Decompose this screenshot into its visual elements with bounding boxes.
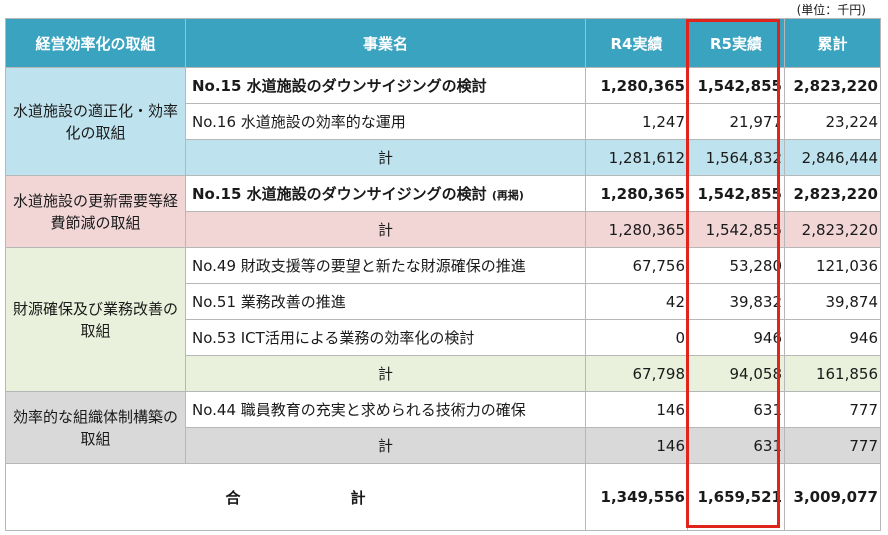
category-cell: 水道施設の適正化・効率化の取組 <box>5 67 186 176</box>
grand-total-r5: 1,659,521 <box>687 463 785 531</box>
r4-cell: 146 <box>585 391 688 428</box>
subtotal-r4: 67,798 <box>585 355 688 392</box>
subtotal-label: 計 <box>185 139 586 176</box>
r5-cell: 1,542,855 <box>687 175 785 212</box>
cumulative-cell: 121,036 <box>784 247 881 284</box>
grand-total-cumulative: 3,009,077 <box>784 463 881 531</box>
r5-cell: 1,542,855 <box>687 67 785 104</box>
project-cell: No.49 財政支援等の要望と新たな財源確保の推進 <box>185 247 586 284</box>
subtotal-cumulative: 2,823,220 <box>784 211 881 248</box>
subtotal-row: 計 146 631 777 <box>6 427 881 464</box>
grand-total-label-left: 合 <box>225 488 241 507</box>
project-cell: No.44 職員教育の充実と求められる技術力の確保 <box>185 391 586 428</box>
grand-total-label-right: 計 <box>350 488 366 507</box>
project-cell: No.53 ICT活用による業務の効率化の検討 <box>185 319 586 356</box>
subtotal-cumulative: 777 <box>784 427 881 464</box>
r4-cell: 1,280,365 <box>585 175 688 212</box>
r4-cell: 0 <box>585 319 688 356</box>
efficiency-table: 経営効率化の取組 事業名 R4実績 R5実績 累計 水道施設の適正化・効率化の取… <box>5 18 881 531</box>
category-cell: 効率的な組織体制構築の取組 <box>5 391 186 464</box>
subtotal-r5: 94,058 <box>687 355 785 392</box>
subtotal-r4: 146 <box>585 427 688 464</box>
table-row: 効率的な組織体制構築の取組 No.44 職員教育の充実と求められる技術力の確保 … <box>5 391 881 464</box>
category-cell: 水道施設の更新需要等経費節減の取組 <box>5 175 186 248</box>
subtotal-label: 計 <box>185 355 586 392</box>
table-row: 水道施設の適正化・効率化の取組 No.15 水道施設のダウンサイジングの検討 1… <box>5 67 881 176</box>
r4-cell: 67,756 <box>585 247 688 284</box>
header-r5: R5実績 <box>687 18 785 68</box>
r5-cell: 631 <box>687 391 785 428</box>
repost-tag: (再掲) <box>491 189 524 202</box>
cumulative-cell: 2,823,220 <box>784 175 881 212</box>
project-cell: No.15 水道施設のダウンサイジングの検討 (再掲) <box>185 175 586 212</box>
header-r4: R4実績 <box>585 18 688 68</box>
cumulative-cell: 946 <box>784 319 881 356</box>
grand-total-r4: 1,349,556 <box>585 463 688 531</box>
subtotal-r5: 631 <box>687 427 785 464</box>
project-name: No.15 水道施設のダウンサイジングの検討 <box>192 185 487 203</box>
r4-cell: 1,247 <box>585 103 688 140</box>
grand-total-row: 合計 1,349,556 1,659,521 3,009,077 <box>5 463 881 531</box>
r4-cell: 1,280,365 <box>585 67 688 104</box>
cumulative-cell: 2,823,220 <box>784 67 881 104</box>
category-cell: 財源確保及び業務改善の取組 <box>5 247 186 392</box>
header-category: 経営効率化の取組 <box>5 18 186 68</box>
subtotal-label: 計 <box>185 427 586 464</box>
subtotal-r4: 1,280,365 <box>585 211 688 248</box>
r5-cell: 946 <box>687 319 785 356</box>
cumulative-cell: 23,224 <box>784 103 881 140</box>
project-cell: No.51 業務改善の推進 <box>185 283 586 320</box>
subtotal-cumulative: 161,856 <box>784 355 881 392</box>
header-row: 経営効率化の取組 事業名 R4実績 R5実績 累計 <box>5 18 881 68</box>
r4-cell: 42 <box>585 283 688 320</box>
subtotal-row: 計 67,798 94,058 161,856 <box>6 355 881 392</box>
subtotal-r5: 1,564,832 <box>687 139 785 176</box>
project-cell: No.16 水道施設の効率的な運用 <box>185 103 586 140</box>
cumulative-cell: 777 <box>784 391 881 428</box>
subtotal-row: 計 1,280,365 1,542,855 2,823,220 <box>6 211 881 248</box>
subtotal-row: 計 1,281,612 1,564,832 2,846,444 <box>6 139 881 176</box>
subtotal-cumulative: 2,846,444 <box>784 139 881 176</box>
table-row: No.51 業務改善の推進 42 39,832 39,874 <box>6 283 881 320</box>
grand-total-label: 合計 <box>5 463 586 531</box>
table-row: 財源確保及び業務改善の取組 No.49 財政支援等の要望と新たな財源確保の推進 … <box>5 247 881 392</box>
header-project: 事業名 <box>185 18 586 68</box>
table-row: No.16 水道施設の効率的な運用 1,247 21,977 23,224 <box>6 103 881 140</box>
header-cumulative: 累計 <box>784 18 881 68</box>
subtotal-r4: 1,281,612 <box>585 139 688 176</box>
table-row: No.53 ICT活用による業務の効率化の検討 0 946 946 <box>6 319 881 356</box>
r5-cell: 21,977 <box>687 103 785 140</box>
r5-cell: 39,832 <box>687 283 785 320</box>
project-cell: No.15 水道施設のダウンサイジングの検討 <box>185 67 586 104</box>
r5-cell: 53,280 <box>687 247 785 284</box>
table-row: 水道施設の更新需要等経費節減の取組 No.15 水道施設のダウンサイジングの検討… <box>5 175 881 248</box>
subtotal-r5: 1,542,855 <box>687 211 785 248</box>
cumulative-cell: 39,874 <box>784 283 881 320</box>
subtotal-label: 計 <box>185 211 586 248</box>
unit-label: (単位：千円) <box>796 3 866 17</box>
